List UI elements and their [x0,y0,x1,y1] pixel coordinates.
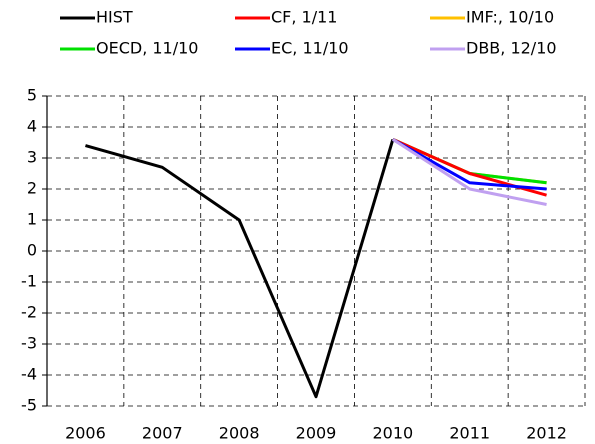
legend-label: OECD, 11/10 [96,39,198,58]
y-tick-label: -2 [21,303,37,322]
y-tick-label: 0 [27,241,37,260]
y-tick-label: 1 [27,210,37,229]
legend-label: EC, 11/10 [271,39,349,58]
series-line [392,138,547,191]
series-line [392,138,547,206]
series-line [392,138,547,185]
x-tick-label: 2009 [296,424,337,443]
legend-label: CF, 1/11 [271,8,337,27]
x-tick-label: 2006 [65,424,106,443]
y-tick-label: 5 [27,86,37,105]
series-line [392,138,547,185]
legend-label: DBB, 12/10 [466,39,557,58]
y-tick-label: -3 [21,334,37,353]
x-tick-label: 2008 [219,424,260,443]
legend-label: IMF:, 10/10 [466,8,554,27]
x-tick-label: 2011 [449,424,490,443]
y-tick-label: 4 [27,117,37,136]
series-line [85,138,395,399]
y-tick-label: -4 [21,365,37,384]
x-tick-label: 2010 [372,424,413,443]
legend-label: HIST [96,8,133,27]
y-tick-label: -5 [21,396,37,415]
y-tick-label: 3 [27,148,37,167]
y-tick-label: 2 [27,179,37,198]
y-tick-label: -1 [21,272,37,291]
x-tick-label: 2012 [526,424,567,443]
x-tick-label: 2007 [142,424,183,443]
